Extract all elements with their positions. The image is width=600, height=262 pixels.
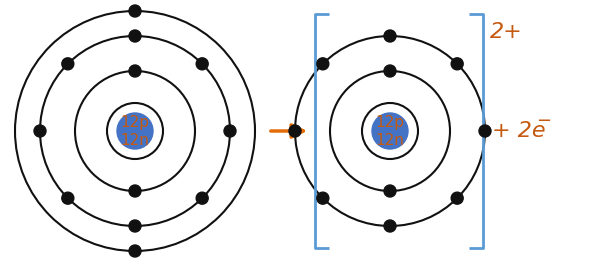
Text: −: − — [536, 112, 551, 130]
Circle shape — [117, 113, 153, 149]
Circle shape — [384, 220, 396, 232]
Circle shape — [129, 245, 141, 257]
Circle shape — [384, 65, 396, 77]
Circle shape — [62, 58, 74, 70]
Circle shape — [317, 192, 329, 204]
Circle shape — [62, 192, 74, 204]
Circle shape — [384, 30, 396, 42]
Circle shape — [196, 58, 208, 70]
Circle shape — [129, 65, 141, 77]
Text: 12n: 12n — [376, 133, 404, 148]
Circle shape — [129, 220, 141, 232]
Circle shape — [372, 113, 408, 149]
Circle shape — [451, 58, 463, 70]
Circle shape — [34, 125, 46, 137]
Circle shape — [224, 125, 236, 137]
Circle shape — [451, 192, 463, 204]
Circle shape — [479, 125, 491, 137]
Text: 12p: 12p — [376, 115, 404, 130]
Text: 12n: 12n — [121, 133, 149, 148]
Text: 2+: 2+ — [490, 22, 523, 42]
Text: 12p: 12p — [121, 115, 149, 130]
Circle shape — [384, 185, 396, 197]
Circle shape — [129, 30, 141, 42]
Text: + 2e: + 2e — [492, 121, 545, 141]
Circle shape — [317, 58, 329, 70]
Circle shape — [129, 5, 141, 17]
Circle shape — [289, 125, 301, 137]
Circle shape — [196, 192, 208, 204]
Circle shape — [129, 185, 141, 197]
